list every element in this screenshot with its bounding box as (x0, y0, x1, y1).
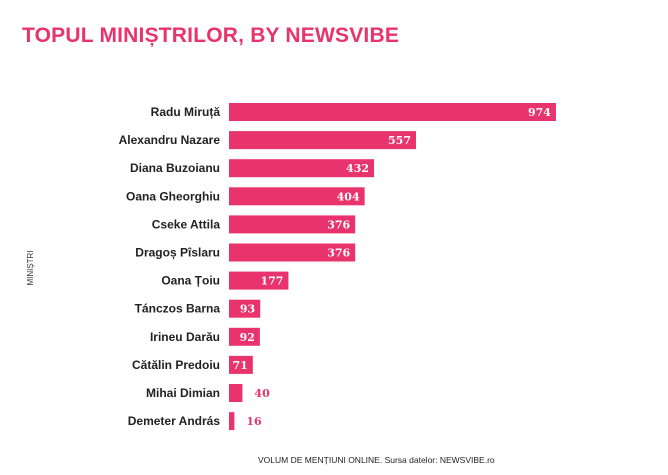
bar (229, 355, 253, 374)
bar-value-label: 376 (327, 247, 350, 260)
bar-value-label: 177 (260, 275, 283, 288)
bar-value-label: 93 (240, 303, 255, 316)
bar (229, 384, 243, 402)
category-label: Alexandru Nazare (119, 133, 221, 147)
bar (229, 243, 356, 262)
bar (229, 187, 365, 206)
bar-value-label: 40 (254, 387, 270, 400)
category-label: Cătălin Predoiu (132, 358, 220, 372)
category-label: Irineu Darău (150, 330, 220, 344)
bars-layer: Radu Miruță 974 Alexandru Nazare 557 Diana B… (119, 103, 556, 431)
bar (229, 327, 260, 346)
bar (229, 215, 356, 234)
bar (229, 159, 375, 178)
bar-value-label: 404 (337, 190, 360, 203)
category-label: Diana Buzoianu (130, 161, 220, 175)
bar (229, 131, 416, 150)
bar-value-label: 92 (240, 331, 255, 344)
bar-value-label: 557 (388, 134, 411, 147)
y-axis-label: MINIȘTRI (26, 250, 35, 285)
category-label: Mihai Dimian (146, 386, 220, 400)
category-label: Oana Gheorghiu (126, 189, 220, 203)
bar-value-label: 71 (233, 359, 248, 372)
category-label: Dragoș Pîslaru (135, 246, 220, 260)
bar (229, 299, 261, 318)
category-label: Cseke Attila (152, 217, 221, 231)
x-axis-label: VOLUM DE MENȚIUNI ONLINE. Sursa datelor:… (258, 455, 495, 465)
bar-value-label: 432 (346, 162, 369, 175)
bar (229, 103, 556, 121)
bar-value-label: 376 (327, 218, 350, 231)
category-label: Oana Țoiu (161, 274, 220, 288)
bar (229, 412, 235, 431)
bar-value-label: 974 (528, 106, 551, 119)
chart-title: TOPUL MINIȘTRILOR, BY NEWSVIBE (22, 24, 400, 47)
bar (229, 271, 289, 290)
category-label: Tánczos Barna (135, 302, 221, 316)
bar-value-label: 16 (246, 415, 262, 428)
category-label: Demeter András (128, 414, 221, 428)
category-label: Radu Miruță (151, 105, 221, 119)
